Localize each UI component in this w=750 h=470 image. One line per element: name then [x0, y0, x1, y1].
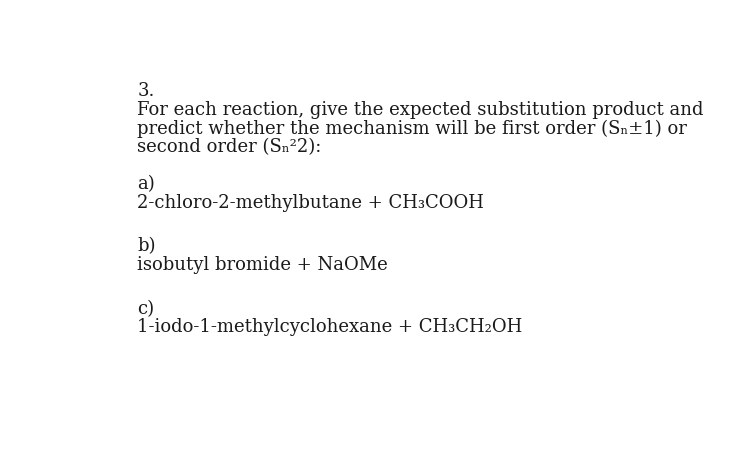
Text: predict whether the mechanism will be first order (Sₙ±1) or: predict whether the mechanism will be fi… [137, 119, 687, 138]
Text: b): b) [137, 237, 156, 255]
Text: 1-iodo-1-methylcyclohexane + CH₃CH₂OH: 1-iodo-1-methylcyclohexane + CH₃CH₂OH [137, 318, 523, 337]
Text: For each reaction, give the expected substitution product and: For each reaction, give the expected sub… [137, 101, 703, 118]
Text: a): a) [137, 175, 155, 193]
Text: second order (Sₙ²2):: second order (Sₙ²2): [137, 138, 322, 156]
Text: isobutyl bromide + NaOMe: isobutyl bromide + NaOMe [137, 256, 388, 274]
Text: c): c) [137, 299, 154, 318]
Text: 3.: 3. [137, 82, 154, 100]
Text: 2-chloro-2-methylbutane + CH₃COOH: 2-chloro-2-methylbutane + CH₃COOH [137, 194, 484, 212]
